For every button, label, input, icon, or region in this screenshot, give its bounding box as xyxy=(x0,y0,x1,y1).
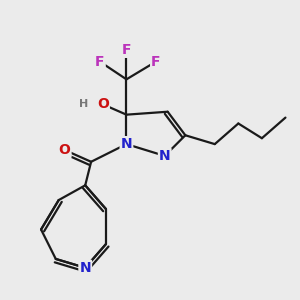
Text: O: O xyxy=(97,98,109,111)
Text: F: F xyxy=(122,43,131,57)
Text: F: F xyxy=(151,55,160,69)
Text: N: N xyxy=(159,149,170,163)
Text: F: F xyxy=(95,55,105,69)
Text: O: O xyxy=(59,143,70,157)
Text: N: N xyxy=(80,261,91,275)
Text: H: H xyxy=(79,99,88,110)
Text: N: N xyxy=(121,137,132,151)
